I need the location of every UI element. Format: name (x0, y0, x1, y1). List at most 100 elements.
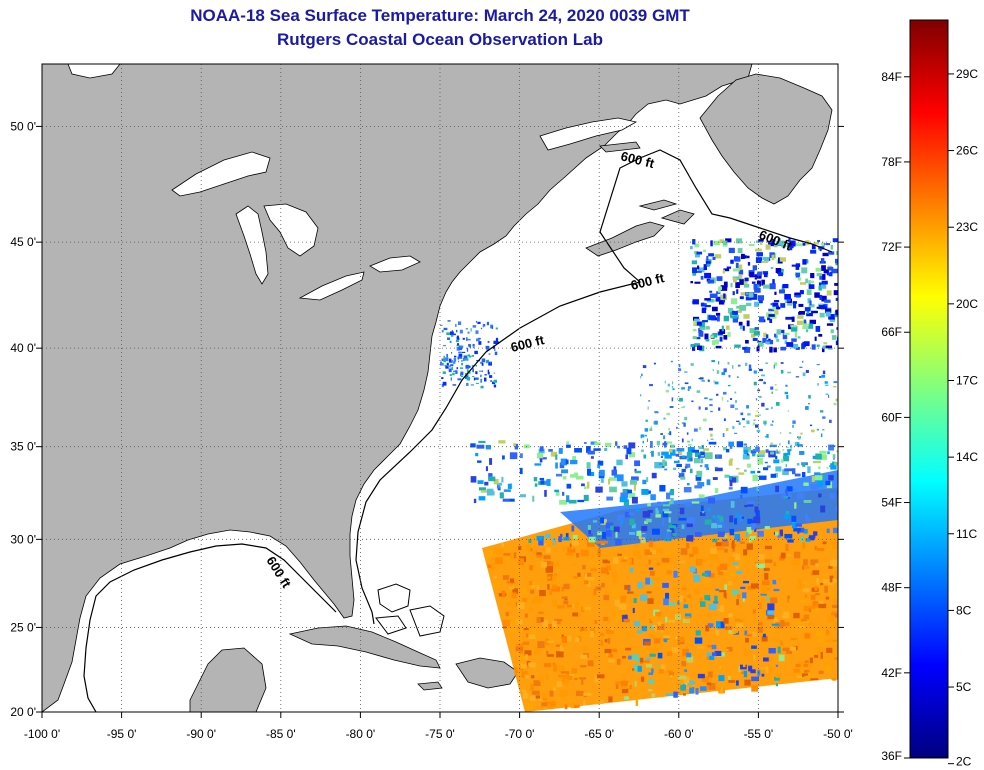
sst-pixel (571, 525, 575, 532)
sst-pixel (751, 333, 756, 338)
sst-pixel (681, 524, 685, 529)
sst-pixel (802, 462, 806, 467)
sst-pixel (811, 476, 815, 482)
sst-pixel (586, 462, 591, 469)
sst-pixel (595, 586, 602, 591)
sst-pixel (723, 335, 728, 340)
sst-pixel (584, 573, 588, 580)
sst-pixel (545, 566, 554, 573)
sst-pixel (814, 604, 818, 608)
sst-pixel (637, 581, 643, 589)
sst-pixel (757, 389, 761, 392)
sst-pixel (818, 333, 823, 337)
sst-pixel (643, 454, 647, 459)
sst-pixel (768, 314, 775, 317)
sst-pixel (563, 583, 570, 590)
lon-tick-label: -80 0' (346, 727, 376, 741)
sst-pixel (803, 482, 809, 486)
sst-pixel (774, 676, 780, 681)
sst-pixel (671, 529, 675, 537)
sst-pixel (567, 604, 572, 608)
sst-pixel (522, 641, 530, 645)
sst-pixel (624, 696, 629, 700)
sst-pixel (734, 391, 737, 394)
sst-pixel (699, 598, 703, 604)
sst-pixel (742, 664, 746, 668)
sst-pixel (526, 703, 533, 710)
sst-pixel (799, 290, 804, 295)
sst-pixel (581, 483, 585, 487)
sst-pixel (718, 286, 723, 290)
sst-pixel (615, 651, 618, 655)
sst-pixel (686, 522, 693, 528)
sst-pixel (826, 647, 833, 653)
sst-pixel (770, 423, 773, 426)
sst-pixel (653, 362, 656, 365)
sst-pixel (558, 536, 562, 543)
sst-pixel (836, 490, 838, 495)
sst-pixel (682, 468, 686, 473)
sst-pixel (442, 381, 447, 386)
lat-tick-label: 25 0' (10, 620, 36, 634)
sst-pixel (825, 384, 829, 387)
lat-tick-label: 20 0' (10, 705, 36, 719)
sst-pixel (761, 580, 770, 586)
sst-pixel (536, 535, 545, 541)
map-area[interactable]: 600 ft 600 ft 600 ft 600 ft 600 ft (42, 64, 843, 712)
sst-pixel (571, 545, 574, 550)
sst-pixel (631, 523, 636, 529)
sst-pixel (540, 561, 547, 568)
sst-pixel (691, 501, 700, 504)
sst-pixel (539, 589, 546, 597)
sst-pixel (732, 547, 736, 552)
sst-pixel (687, 535, 694, 542)
sst-pixel (787, 302, 793, 306)
sst-pixel (759, 378, 763, 382)
sst-pixel (802, 372, 806, 377)
sst-pixel (833, 290, 838, 296)
sst-pixel (703, 578, 710, 584)
sst-pixel (735, 570, 743, 575)
sst-pixel (631, 476, 639, 481)
sst-pixel (543, 560, 552, 566)
sst-pixel (657, 621, 662, 626)
sst-pixel (669, 490, 675, 496)
sst-pixel (731, 589, 739, 596)
sst-pixel (825, 345, 833, 349)
sst-pixel (517, 674, 521, 680)
sst-pixel (803, 614, 810, 620)
sst-pixel (634, 681, 637, 687)
sst-pixel (634, 544, 639, 547)
title-line-1: NOAA-18 Sea Surface Temperature: March 2… (190, 6, 690, 25)
sst-pixel (505, 611, 509, 617)
sst-pixel (703, 249, 706, 253)
sst-pixel (755, 543, 763, 546)
sst-pixel (803, 499, 812, 503)
sst-pixel (804, 633, 811, 639)
sst-pixel (812, 601, 819, 607)
sst-pixel (574, 448, 582, 453)
sst-pixel (715, 293, 718, 299)
sst-pixel (534, 483, 538, 487)
sst-pixel (779, 240, 785, 245)
sst-pixel (805, 538, 811, 542)
sst-pixel (565, 533, 569, 540)
sst-pixel (458, 321, 462, 326)
sst-pixel (781, 244, 787, 248)
sst-pixel (720, 285, 728, 291)
sst-pixel (650, 494, 656, 501)
sst-pixel (493, 379, 497, 383)
sst-pixel (745, 362, 748, 366)
sst-pixel (446, 332, 451, 336)
sst-pixel (746, 320, 750, 327)
sst-pixel (486, 321, 490, 326)
sst-pixel (799, 366, 803, 369)
sst-pixel (714, 466, 718, 469)
sst-pixel (781, 493, 787, 499)
sst-pixel (473, 377, 476, 381)
sst-pixel (692, 329, 697, 332)
sst-pixel (686, 451, 693, 459)
sst-pixel (735, 400, 737, 403)
sst-pixel (773, 459, 780, 464)
sst-pixel (743, 449, 748, 455)
